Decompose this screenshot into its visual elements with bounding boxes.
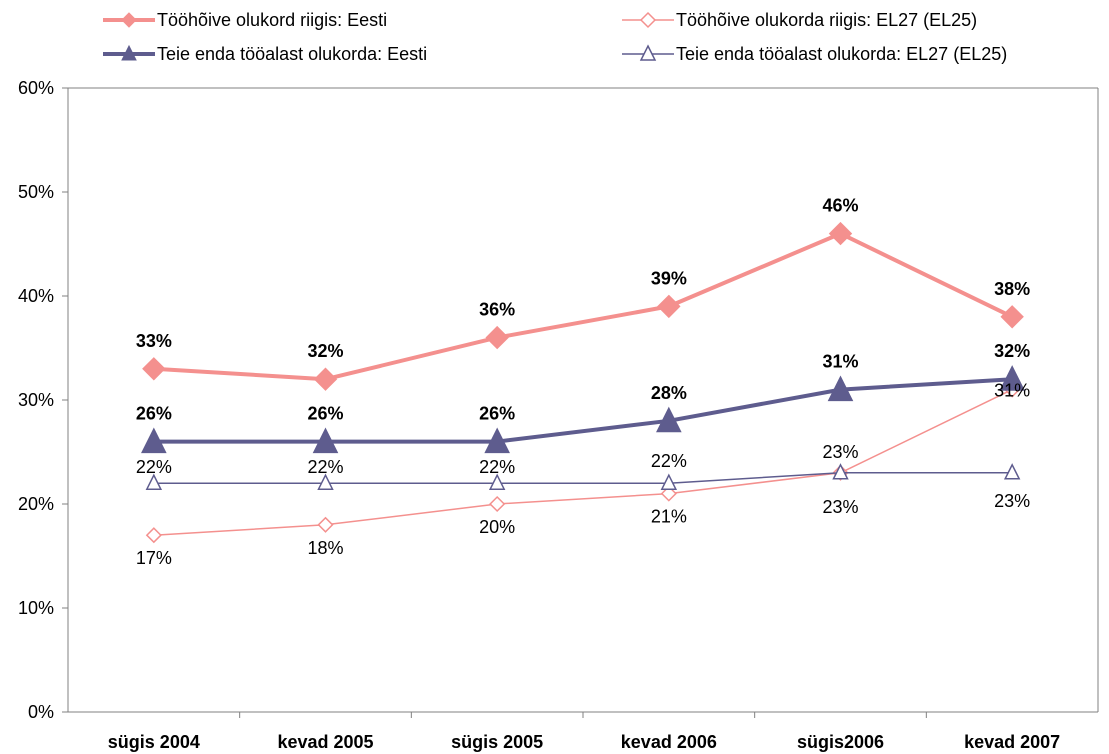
data-point-marker	[121, 12, 137, 28]
data-label: 32%	[994, 341, 1030, 361]
y-tick-label: 0%	[28, 702, 54, 722]
data-point-marker	[660, 473, 678, 490]
legend: Tööhõive olukord riigis: Eesti Tööhõive o…	[103, 10, 1007, 64]
y-tick-label: 20%	[18, 494, 54, 514]
legend-label: Tööhõive olukord riigis: Eesti	[157, 10, 387, 30]
data-point-marker	[827, 375, 854, 402]
data-point-marker	[142, 357, 166, 381]
series-2	[141, 365, 1025, 454]
data-label: 22%	[136, 457, 172, 477]
data-point-marker	[141, 427, 167, 454]
legend-label: Tööhõive olukorda riigis: EL27 (EL25)	[676, 10, 977, 30]
data-label: 20%	[479, 517, 515, 537]
data-point-marker	[145, 473, 163, 490]
data-point-marker	[657, 294, 681, 319]
data-point-marker	[639, 44, 657, 61]
data-label: 36%	[479, 300, 515, 320]
data-point-marker	[832, 463, 849, 480]
y-axis-ticks: 0% 10% 20% 30% 40% 50% 60%	[18, 78, 68, 722]
data-point-marker	[489, 495, 506, 513]
series-line	[153, 388, 1013, 536]
data-point-marker	[1003, 463, 1021, 480]
data-label: 39%	[651, 268, 687, 288]
data-point-marker	[121, 44, 137, 61]
data-point-marker	[999, 365, 1025, 391]
y-tick-label: 50%	[18, 182, 54, 202]
data-label: 26%	[479, 404, 515, 424]
data-label: 26%	[307, 404, 343, 424]
data-point-marker	[488, 473, 506, 490]
x-tick-label: sügis2006	[797, 732, 884, 752]
data-label: 46%	[822, 196, 858, 216]
data-label: 22%	[651, 451, 687, 471]
x-tick-label: sügis 2005	[451, 732, 543, 752]
data-label: 28%	[651, 383, 687, 403]
series-line	[153, 377, 1013, 444]
data-label: 22%	[307, 457, 343, 477]
data-point-marker	[145, 527, 162, 544]
data-point-marker	[484, 427, 510, 454]
legend-label: Teie enda tööalast olukorda: Eesti	[157, 44, 427, 64]
x-tick-label: kevad 2007	[964, 732, 1060, 752]
data-point-marker	[1000, 305, 1024, 329]
y-tick-label: 30%	[18, 390, 54, 410]
data-point-marker	[656, 406, 682, 433]
data-label: 33%	[136, 331, 172, 351]
y-tick-label: 40%	[18, 286, 54, 306]
series-layer	[141, 221, 1025, 544]
data-label: 38%	[994, 279, 1030, 299]
y-tick-label: 60%	[18, 78, 54, 98]
data-label: 22%	[479, 457, 515, 477]
data-point-marker	[312, 427, 339, 454]
legend-label: Teie enda tööalast olukorda: EL27 (EL25)	[676, 44, 1007, 64]
data-label: 23%	[994, 491, 1030, 511]
legend-item: Tööhõive olukord riigis: Eesti	[103, 10, 387, 30]
series-line	[153, 231, 1014, 382]
data-label: 23%	[822, 442, 858, 462]
data-point-marker	[639, 11, 657, 29]
series-0	[142, 221, 1024, 391]
x-tick-label: kevad 2005	[277, 732, 373, 752]
series-line	[153, 472, 1013, 484]
legend-item: Teie enda tööalast olukorda: Eesti	[103, 44, 427, 64]
x-tick-label: kevad 2006	[621, 732, 717, 752]
data-point-marker	[660, 485, 677, 502]
legend-item: Tööhõive olukorda riigis: EL27 (EL25)	[622, 10, 977, 30]
x-axis-ticks: sügis 2004 kevad 2005 sügis 2005 kevad 2006…	[108, 712, 1060, 752]
data-point-marker	[317, 473, 334, 490]
series-3	[145, 463, 1021, 490]
data-label: 23%	[822, 497, 858, 517]
data-label: 32%	[307, 341, 343, 361]
data-label: 31%	[822, 352, 858, 372]
y-tick-label: 10%	[18, 598, 54, 618]
data-label: 31%	[994, 381, 1030, 401]
legend-item: Teie enda tööalast olukorda: EL27 (EL25)	[622, 44, 1007, 64]
plot-area	[67, 87, 1099, 713]
data-point-marker	[313, 367, 338, 391]
data-point-marker	[317, 516, 334, 533]
series-1	[145, 381, 1021, 544]
data-label: 18%	[307, 538, 343, 558]
data-point-marker	[485, 325, 509, 350]
data-label: 26%	[136, 404, 172, 424]
data-label: 17%	[136, 548, 172, 568]
x-tick-label: sügis 2004	[108, 732, 200, 752]
data-point-marker	[828, 221, 853, 246]
data-label: 21%	[651, 507, 687, 527]
data-labels: 33% 32% 36% 39% 46% 38% 17% 18% 20% 21% 23% 31% 26% 2…	[136, 196, 1030, 569]
